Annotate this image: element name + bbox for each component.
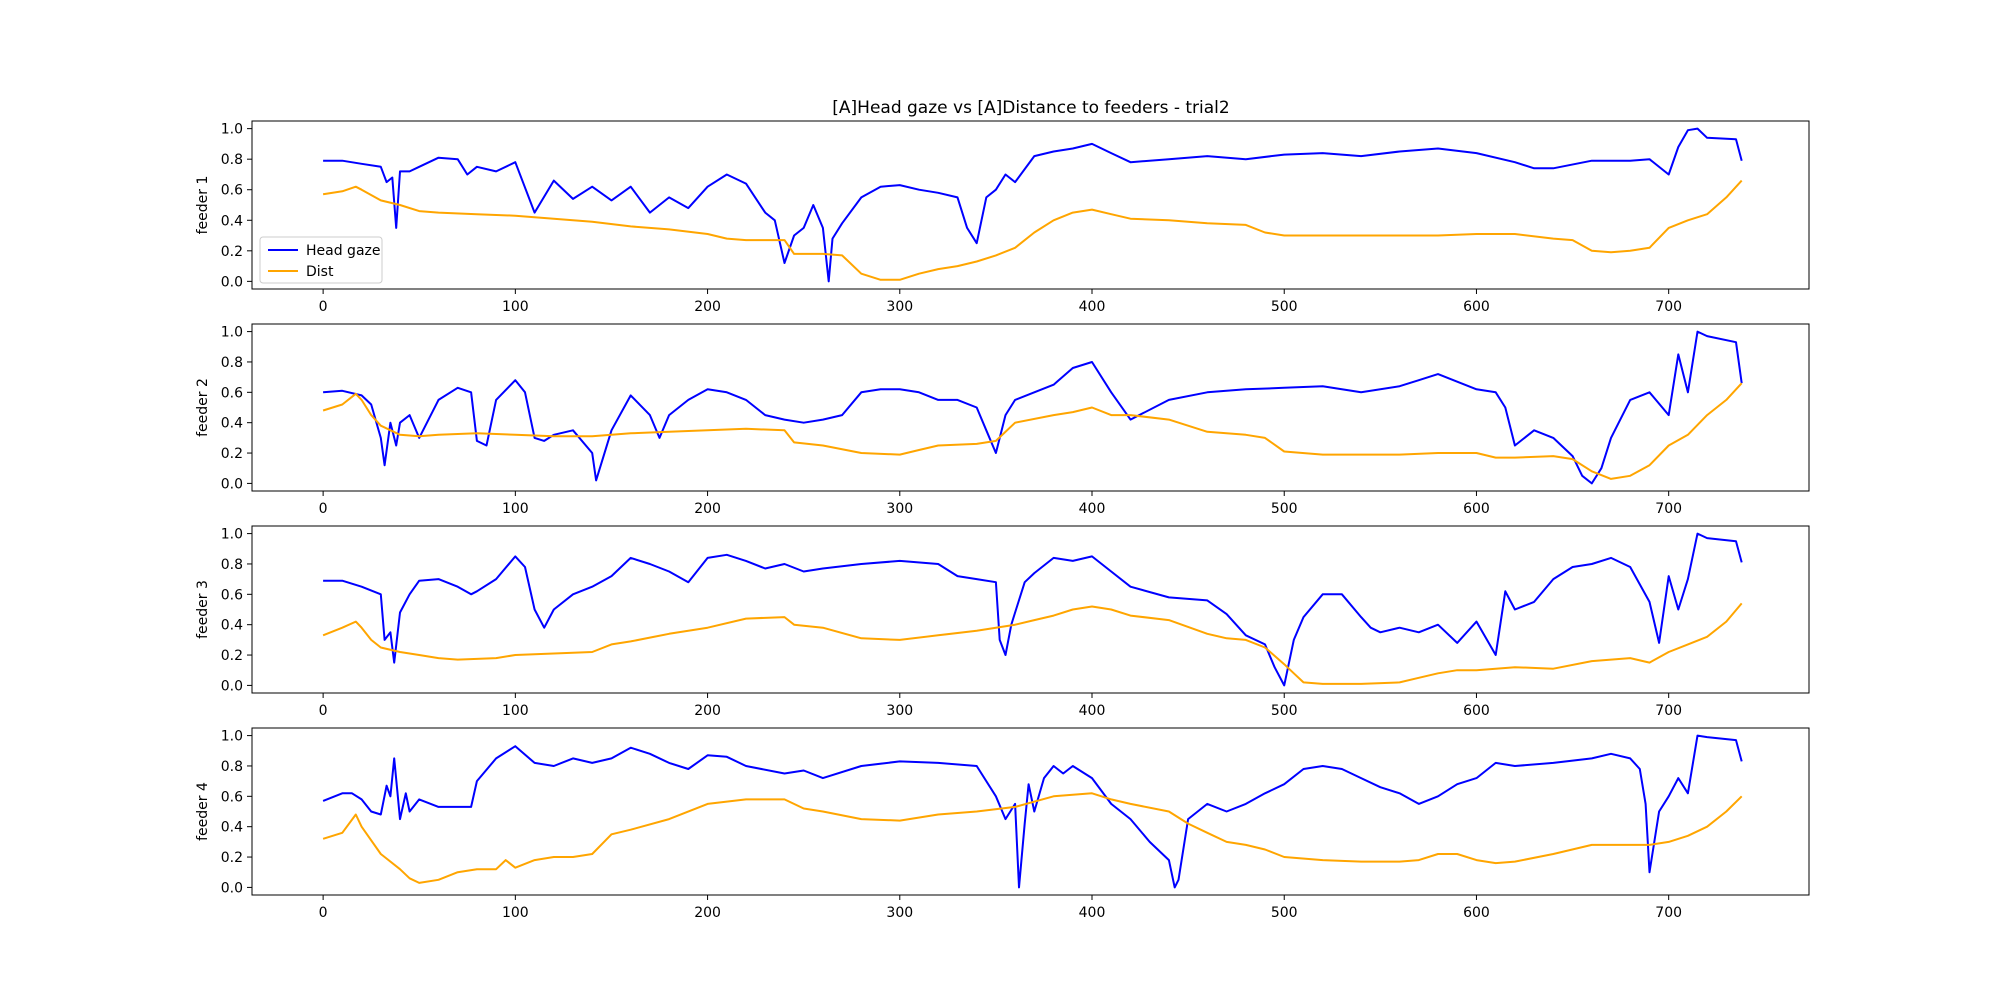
axes-frame <box>251 120 1810 290</box>
series-line-head-gaze <box>323 330 1743 485</box>
y-tick-label: 0.4 <box>221 618 243 634</box>
series-line-dist <box>322 792 1743 884</box>
series-line-head-gaze <box>322 734 1743 889</box>
y-tick-label: 0.6 <box>221 183 243 199</box>
axes-frame <box>251 525 1810 694</box>
series-line-dist <box>322 602 1743 685</box>
y-tick-label: 0.0 <box>221 678 243 694</box>
y-tick-label: 0.0 <box>221 476 243 492</box>
subplot-feeder-1: 0 100 200 300 400 500 600 700 0.0 0.2 0.4 0.6 0.8 1.0… <box>195 120 1810 315</box>
legend: Head gaze Dist <box>259 236 383 284</box>
series-line-dist <box>322 179 1743 281</box>
x-tick-label: 0 <box>319 703 328 719</box>
x-tick-label: 600 <box>1463 299 1490 315</box>
y-axis-label: feeder 2 <box>195 378 211 437</box>
x-tick-label: 400 <box>1079 703 1106 719</box>
x-tick-label: 0 <box>319 299 328 315</box>
y-tick-label: 0.2 <box>221 648 243 664</box>
x-tick-label: 300 <box>886 299 913 315</box>
x-tick-label: 0 <box>319 905 328 921</box>
y-tick-label: 0.4 <box>221 820 243 836</box>
y-tick-label: 0.8 <box>221 355 243 371</box>
x-tick-label: 0 <box>319 501 328 517</box>
y-tick-label: 0.8 <box>221 152 243 168</box>
x-tick-label: 700 <box>1655 501 1682 517</box>
y-tick-label: 0.2 <box>221 850 243 866</box>
subplot-feeder-3: 0 100 200 300 400 500 600 700 0.0 0.2 0.4 0.6 0.8 1.0… <box>195 525 1810 719</box>
x-tick-label: 200 <box>694 905 721 921</box>
x-tick-label: 100 <box>502 905 529 921</box>
x-tick-label: 300 <box>886 703 913 719</box>
y-axis-label: feeder 4 <box>195 782 211 841</box>
legend-label-head-gaze: Head gaze <box>306 243 380 259</box>
chart-title: [A]Head gaze vs [A]Distance to feeders -… <box>832 98 1229 118</box>
legend-label-dist: Dist <box>306 264 334 280</box>
y-tick-label: 0.6 <box>221 385 243 401</box>
x-tick-label: 100 <box>502 703 529 719</box>
x-tick-label: 100 <box>502 299 529 315</box>
y-tick-label: 0.4 <box>221 213 243 229</box>
x-tick-label: 600 <box>1463 703 1490 719</box>
x-tick-label: 600 <box>1463 905 1490 921</box>
x-tick-label: 300 <box>886 905 913 921</box>
x-tick-label: 400 <box>1079 299 1106 315</box>
x-tick-label: 300 <box>886 501 913 517</box>
subplot-feeder-2: 0 100 200 300 400 500 600 700 0.0 0.2 0.4 0.6 0.8 1.0… <box>195 323 1810 517</box>
x-tick-label: 200 <box>694 299 721 315</box>
x-tick-label: 400 <box>1079 501 1106 517</box>
x-tick-label: 700 <box>1655 299 1682 315</box>
x-tick-label: 600 <box>1463 501 1490 517</box>
y-axis-label: feeder 1 <box>195 176 211 235</box>
y-tick-label: 0.4 <box>221 416 243 432</box>
series-line-head-gaze <box>323 127 1743 283</box>
y-tick-label: 0.6 <box>221 789 243 805</box>
x-tick-label: 200 <box>694 501 721 517</box>
y-tick-label: 0.8 <box>221 557 243 573</box>
series-line-head-gaze <box>323 532 1743 687</box>
x-tick-label: 500 <box>1271 703 1298 719</box>
x-tick-label: 500 <box>1271 299 1298 315</box>
y-tick-label: 1.0 <box>221 122 243 138</box>
y-axis-label: feeder 3 <box>195 580 211 639</box>
y-tick-label: 1.0 <box>221 325 243 341</box>
x-tick-label: 200 <box>694 703 721 719</box>
x-tick-label: 700 <box>1655 905 1682 921</box>
y-tick-label: 0.2 <box>221 244 243 260</box>
y-tick-label: 1.0 <box>221 729 243 745</box>
axes-frame <box>251 727 1810 896</box>
x-tick-label: 100 <box>502 501 529 517</box>
y-tick-label: 0.0 <box>221 274 243 290</box>
y-tick-label: 0.2 <box>221 446 243 462</box>
y-tick-label: 1.0 <box>221 527 243 543</box>
axes-frame <box>251 323 1810 492</box>
x-tick-label: 700 <box>1655 703 1682 719</box>
series-line-dist <box>322 382 1743 480</box>
y-tick-label: 0.6 <box>221 587 243 603</box>
y-tick-label: 0.8 <box>221 759 243 775</box>
subplot-feeder-4: 0 100 200 300 400 500 600 700 0.0 0.2 0.4 0.6 0.8 1.0… <box>195 727 1810 921</box>
x-tick-label: 500 <box>1271 501 1298 517</box>
x-tick-label: 500 <box>1271 905 1298 921</box>
y-tick-label: 0.0 <box>221 880 243 896</box>
x-tick-label: 400 <box>1079 905 1106 921</box>
